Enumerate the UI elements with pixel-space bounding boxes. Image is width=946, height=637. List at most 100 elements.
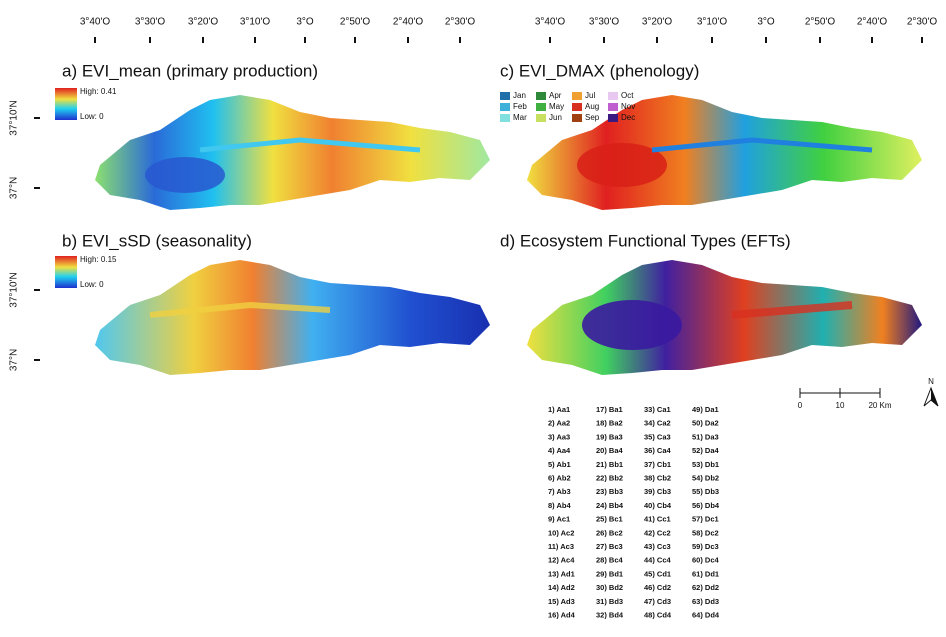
eft-label: 54) Db2 — [692, 473, 719, 482]
lon-label: 2°50'O — [340, 17, 371, 28]
month-label: Jun — [549, 113, 562, 122]
month-swatch — [536, 103, 546, 111]
lon-label: 3°O — [757, 17, 775, 28]
eft-label: 43) Cc3 — [644, 542, 671, 551]
month-label: Jul — [585, 91, 595, 100]
eft-label: 1) Aa1 — [548, 405, 570, 414]
month-swatch — [608, 114, 618, 122]
eft-label: 18) Ba2 — [596, 419, 623, 428]
figure: High: 0.41 Low: 0 High: 0.15 Low: 0 a) E… — [0, 0, 946, 637]
eft-label: 52) Da4 — [692, 446, 720, 455]
eft-label: 48) Cd4 — [644, 610, 672, 619]
legend-bar — [55, 88, 77, 120]
eft-label: 32) Bd4 — [596, 610, 624, 619]
eft-label: 63) Dd3 — [692, 597, 719, 606]
eft-label: 29) Bd1 — [596, 569, 623, 578]
eft-label: 25) Bc1 — [596, 515, 623, 524]
eft-label: 55) Db3 — [692, 487, 719, 496]
eft-label: 41) Cc1 — [644, 515, 671, 524]
eft-label: 31) Bd3 — [596, 597, 623, 606]
eft-label: 8) Ab4 — [548, 501, 571, 510]
month-label: Jan — [513, 91, 526, 100]
eft-label: 26) Bc2 — [596, 528, 623, 537]
eft-label: 61) Dd1 — [692, 569, 719, 578]
month-swatch — [572, 92, 582, 100]
month-swatch — [572, 103, 582, 111]
scale-label: 10 — [836, 401, 845, 410]
eft-label: 9) Ac1 — [548, 515, 570, 524]
month-swatch — [608, 92, 618, 100]
lon-label: 2°30'O — [907, 17, 938, 28]
panel-title: c) EVI_DMAX (phenology) — [500, 61, 699, 80]
eft-label: 19) Ba3 — [596, 432, 623, 441]
eft-label: 39) Cb3 — [644, 487, 671, 496]
eft-label: 38) Cb2 — [644, 473, 671, 482]
eft-label: 24) Bb4 — [596, 501, 624, 510]
scale-label: 0 — [798, 401, 803, 410]
eft-label: 45) Cd1 — [644, 569, 671, 578]
month-swatch — [536, 114, 546, 122]
eft-label: 40) Cb4 — [644, 501, 672, 510]
month-label: Feb — [513, 102, 527, 111]
eft-label: 16) Ad4 — [548, 610, 576, 619]
eft-label: 44) Cc4 — [644, 556, 672, 565]
lon-label: 3°40'O — [80, 17, 111, 28]
month-swatch — [500, 114, 510, 122]
eft-label: 59) Dc3 — [692, 542, 719, 551]
eft-label: 64) Dd4 — [692, 610, 720, 619]
lon-label: 2°40'O — [857, 17, 888, 28]
lon-label: 3°20'O — [188, 17, 219, 28]
eft-label: 37) Cb1 — [644, 460, 671, 469]
lat-label: 37°N — [9, 177, 20, 199]
eft-label: 47) Cd3 — [644, 597, 671, 606]
map-d — [527, 260, 922, 375]
legend-low: Low: 0 — [80, 112, 104, 121]
month-label: May — [549, 102, 564, 111]
lon-label: 2°40'O — [393, 17, 424, 28]
month-swatch — [572, 114, 582, 122]
month-swatch — [536, 92, 546, 100]
lon-label: 2°30'O — [445, 17, 476, 28]
north-label: N — [928, 377, 934, 386]
lat-label: 37°10'N — [9, 100, 20, 135]
eft-label: 20) Ba4 — [596, 446, 624, 455]
eft-label: 27) Bc3 — [596, 542, 623, 551]
eft-label: 56) Db4 — [692, 501, 720, 510]
eft-label: 42) Cc2 — [644, 528, 671, 537]
lon-label: 3°40'O — [535, 17, 566, 28]
lon-label: 3°O — [296, 17, 314, 28]
eft-label: 58) Dc2 — [692, 528, 719, 537]
eft-label: 7) Ab3 — [548, 487, 571, 496]
legend-high: High: 0.41 — [80, 87, 117, 96]
map-b — [95, 260, 490, 375]
eft-label: 22) Bb2 — [596, 473, 623, 482]
eft-label: 34) Ca2 — [644, 419, 671, 428]
eft-label: 57) Dc1 — [692, 515, 719, 524]
eft-label: 46) Cd2 — [644, 583, 671, 592]
eft-label: 36) Ca4 — [644, 446, 672, 455]
month-label: Mar — [513, 113, 527, 122]
legend-bar — [55, 256, 77, 288]
month-swatch — [608, 103, 618, 111]
eft-label: 10) Ac2 — [548, 528, 574, 537]
eft-label: 30) Bd2 — [596, 583, 623, 592]
lon-label: 3°20'O — [642, 17, 673, 28]
legend-low: Low: 0 — [80, 280, 104, 289]
eft-label: 33) Ca1 — [644, 405, 671, 414]
eft-label: 6) Ab2 — [548, 473, 571, 482]
panel-title: b) EVI_sSD (seasonality) — [62, 231, 252, 250]
eft-label: 17) Ba1 — [596, 405, 623, 414]
scale-label: 20 Km — [868, 401, 891, 410]
eft-label: 15) Ad3 — [548, 597, 575, 606]
month-label: Nov — [621, 102, 635, 111]
lon-label: 3°10'O — [240, 17, 271, 28]
lon-label: 3°30'O — [589, 17, 620, 28]
lon-label: 2°50'O — [805, 17, 836, 28]
eft-label: 12) Ac4 — [548, 556, 575, 565]
eft-label: 4) Aa4 — [548, 446, 571, 455]
lon-label: 3°30'O — [135, 17, 166, 28]
lat-label: 37°N — [9, 349, 20, 371]
lon-label: 3°10'O — [697, 17, 728, 28]
month-label: Aug — [585, 102, 599, 111]
eft-label: 49) Da1 — [692, 405, 719, 414]
